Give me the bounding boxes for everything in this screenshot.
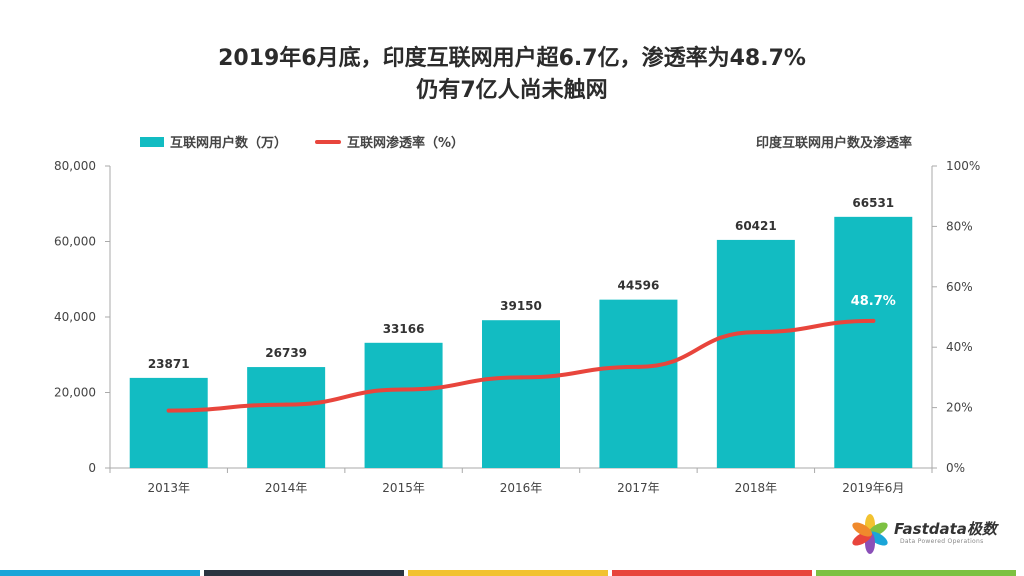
logo-name: Fastdata极数 bbox=[894, 520, 997, 538]
bar bbox=[834, 216, 913, 468]
penetration-point bbox=[871, 318, 876, 323]
penetration-point bbox=[636, 364, 641, 369]
y-tick-label-right: 40% bbox=[946, 340, 973, 354]
y-tick-label-right: 80% bbox=[946, 219, 973, 233]
x-tick-label: 2017年 bbox=[617, 481, 660, 495]
bar-data-label: 33166 bbox=[383, 322, 425, 336]
legend: 互联网用户数（万） 互联网渗透率（%） bbox=[140, 132, 464, 151]
y-tick-label-left: 80,000 bbox=[54, 159, 96, 173]
penetration-data-label: 48.7% bbox=[851, 294, 896, 309]
bottom-bar-segment bbox=[816, 570, 1016, 576]
bar bbox=[599, 299, 678, 468]
bar bbox=[364, 342, 443, 468]
bar bbox=[247, 367, 326, 468]
bottom-color-bar bbox=[0, 570, 1024, 576]
x-tick-label: 2018年 bbox=[735, 481, 778, 495]
penetration-point bbox=[284, 402, 289, 407]
legend-swatch-penetration bbox=[315, 139, 342, 144]
y-tick-label-right: 0% bbox=[946, 461, 965, 475]
bar bbox=[482, 320, 560, 468]
bar-data-label: 39150 bbox=[500, 299, 542, 313]
penetration-point bbox=[519, 375, 523, 380]
bar bbox=[129, 377, 208, 468]
y-tick-label-left: 0 bbox=[88, 461, 96, 475]
logo: Fastdata极数 Data Powered Operations bbox=[850, 512, 1010, 556]
y-tick-label-right: 20% bbox=[946, 401, 973, 415]
legend-label-penetration: 互联网渗透率（%） bbox=[347, 136, 465, 151]
x-tick-label: 2014年 bbox=[265, 481, 308, 495]
bottom-bar-segment bbox=[408, 570, 608, 576]
bar-data-label: 44596 bbox=[618, 279, 660, 293]
y-tick-label-right: 60% bbox=[946, 280, 973, 294]
x-tick-label: 2016年 bbox=[500, 481, 543, 495]
bar-data-label: 23871 bbox=[148, 357, 190, 371]
y-tick-label-left: 40,000 bbox=[54, 310, 96, 324]
y-tick-label-left: 60,000 bbox=[54, 235, 96, 249]
logo-tagline: Data Powered Operations bbox=[900, 538, 984, 545]
x-tick-label: 2019年6月 bbox=[842, 481, 904, 495]
chart-subtitle: 仍有7亿人尚未触网 bbox=[416, 78, 608, 103]
bar-data-label: 26739 bbox=[265, 346, 307, 360]
legend-swatch-users bbox=[140, 136, 164, 147]
penetration-point bbox=[401, 387, 406, 392]
bottom-bar-segment bbox=[0, 570, 200, 576]
bar-data-label: 60421 bbox=[735, 219, 777, 233]
logo-flower-icon bbox=[852, 514, 888, 554]
chart-title: 2019年6月底，印度互联网用户超6.7亿，渗透率为48.7% bbox=[218, 46, 806, 71]
bar-data-label: 66531 bbox=[852, 196, 894, 210]
legend-label-users: 互联网用户数（万） bbox=[170, 136, 288, 151]
y-tick-label-left: 20,000 bbox=[54, 386, 96, 400]
x-tick-label: 2015年 bbox=[382, 481, 425, 495]
bar bbox=[716, 239, 795, 468]
penetration-point bbox=[753, 330, 758, 335]
chart-caption: 印度互联网用户数及渗透率 bbox=[755, 136, 912, 151]
penetration-point bbox=[166, 408, 171, 413]
x-tick-label: 2013年 bbox=[147, 481, 190, 495]
y-tick-label-right: 100% bbox=[946, 159, 980, 173]
bottom-bar-segment bbox=[612, 570, 812, 576]
bottom-bar-segment bbox=[204, 570, 404, 576]
